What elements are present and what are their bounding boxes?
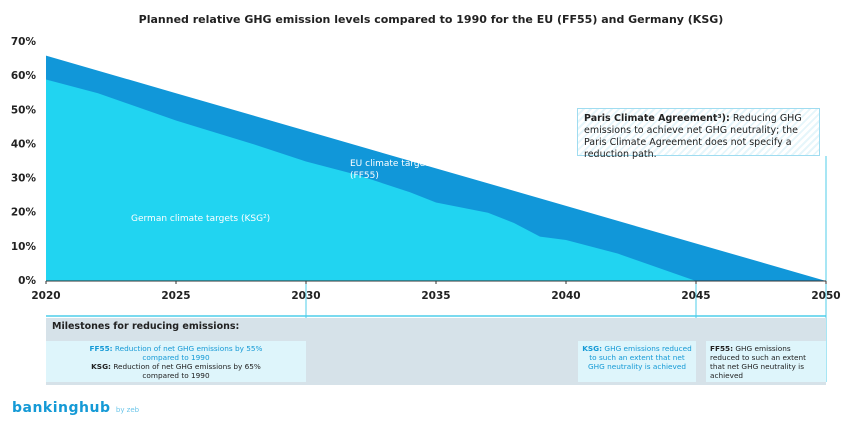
milestone-text: Reduction of net GHG emissions by 65% co… [113, 362, 261, 380]
y-tick-label: 40% [11, 138, 37, 150]
milestone-text: GHG emissions reduced to such an extent … [710, 344, 806, 380]
y-tick-label: 20% [11, 207, 37, 219]
x-tick-label: 2040 [551, 290, 580, 302]
milestone-text: GHG emissions reduced to such an extent … [588, 344, 692, 371]
y-tick-label: 70% [11, 36, 37, 48]
x-tick-label: 2030 [291, 290, 320, 302]
y-tick-label: 0% [18, 275, 36, 287]
y-tick-label: 10% [11, 241, 37, 253]
area [46, 79, 696, 281]
annotation: Paris Climate Agreement³): Reducing GHG … [577, 108, 820, 160]
x-tick-label: 2025 [161, 290, 190, 302]
milestone-box: FF55: GHG emissions reduced to such an e… [706, 341, 826, 382]
chart-title: Planned relative GHG emission levels com… [139, 13, 724, 26]
logo: bankinghub by zeb [12, 400, 139, 416]
logo-name: bankinghub [12, 400, 111, 416]
milestone-text: Reduction of net GHG emissions by 55% co… [114, 344, 263, 362]
y-tick-label: 50% [11, 104, 37, 116]
annotation-title: Paris Climate Agreement³): [584, 113, 730, 124]
y-tick-label: 60% [11, 70, 37, 82]
milestone-label: KSG: [582, 344, 603, 353]
milestone-label: KSG: [91, 362, 111, 371]
x-tick-label: 2050 [811, 290, 840, 302]
x-tick-label: 2020 [31, 290, 60, 302]
milestone-box: KSG: GHG emissions reduced to such an ex… [578, 341, 696, 382]
area-label: German climate targets (KSG²) [131, 214, 271, 224]
milestone-label: FF55: [710, 344, 734, 353]
area-label: EU climate targets (FF55) [350, 159, 434, 181]
annotation-text: Reducing GHG emissions to achieve net GH… [584, 113, 802, 160]
logo-suffix: by zeb [115, 406, 140, 414]
x-tick-label: 2035 [421, 290, 450, 302]
milestone-label: FF55: [89, 344, 113, 353]
y-tick-label: 30% [11, 173, 37, 185]
milestone-box: FF55: Reduction of net GHG emissions by … [46, 341, 306, 382]
x-tick-label: 2045 [681, 290, 710, 302]
milestone-title: Milestones for reducing emissions: [52, 321, 240, 332]
